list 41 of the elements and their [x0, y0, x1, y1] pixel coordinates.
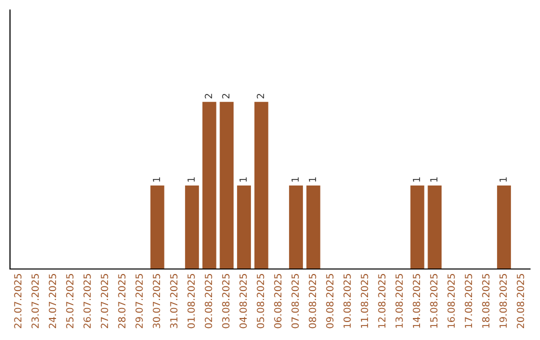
x-tick-label: 26.07.2025 [83, 274, 91, 328]
x-tick-label: 05.08.2025 [256, 274, 264, 328]
data-label: 2 [204, 94, 212, 98]
data-label: 2 [256, 94, 264, 98]
data-label: 1 [292, 177, 299, 182]
x-tick-label: 27.07.2025 [100, 274, 108, 328]
x-tick-label: 12.08.2025 [378, 274, 386, 328]
x-tick-label: 15.08.2025 [430, 274, 438, 328]
x-tick-label: 29.07.2025 [135, 274, 143, 328]
x-tick-label: 01.08.2025 [187, 274, 195, 328]
x-tick-label: 19.08.2025 [499, 274, 507, 328]
x-tick-label: 28.07.2025 [118, 274, 126, 328]
x-tick-label: 10.08.2025 [343, 274, 351, 328]
x-tick-label: 07.08.2025 [291, 274, 299, 328]
x-tick-label: 31.07.2025 [170, 274, 178, 328]
data-label: 1 [412, 177, 420, 182]
x-tick-label: 06.08.2025 [274, 274, 282, 328]
data-label: 1 [308, 177, 316, 182]
x-tick-label: 23.07.2025 [31, 274, 39, 328]
x-tick-label: 17.08.2025 [464, 274, 472, 328]
x-tick-label: 20.08.2025 [516, 274, 524, 328]
data-label: 1 [152, 177, 160, 182]
x-tick-label: 14.08.2025 [412, 274, 420, 328]
data-label: 1 [188, 177, 195, 182]
x-tick-label: 13.08.2025 [395, 274, 403, 328]
x-tick-label: 24.07.2025 [48, 274, 56, 328]
x-tick-label: 09.08.2025 [326, 274, 334, 328]
x-tick-label: 02.08.2025 [204, 274, 212, 328]
data-label: 1 [430, 177, 438, 182]
data-label: 1 [240, 177, 247, 182]
data-label: 1 [500, 177, 507, 182]
x-tick-label: 03.08.2025 [222, 274, 230, 328]
data-label: 2 [222, 94, 230, 98]
x-tick-label: 30.07.2025 [152, 274, 160, 328]
x-tick-label: 16.08.2025 [447, 274, 455, 328]
x-tick-label: 22.07.2025 [14, 274, 22, 328]
x-tick-label: 18.08.2025 [482, 274, 490, 328]
x-tick-label: 04.08.2025 [239, 274, 247, 328]
x-tick-label: 25.07.2025 [66, 274, 74, 328]
x-tick-label: 11.08.2025 [360, 274, 368, 328]
x-tick-label: 08.08.2025 [308, 274, 316, 328]
